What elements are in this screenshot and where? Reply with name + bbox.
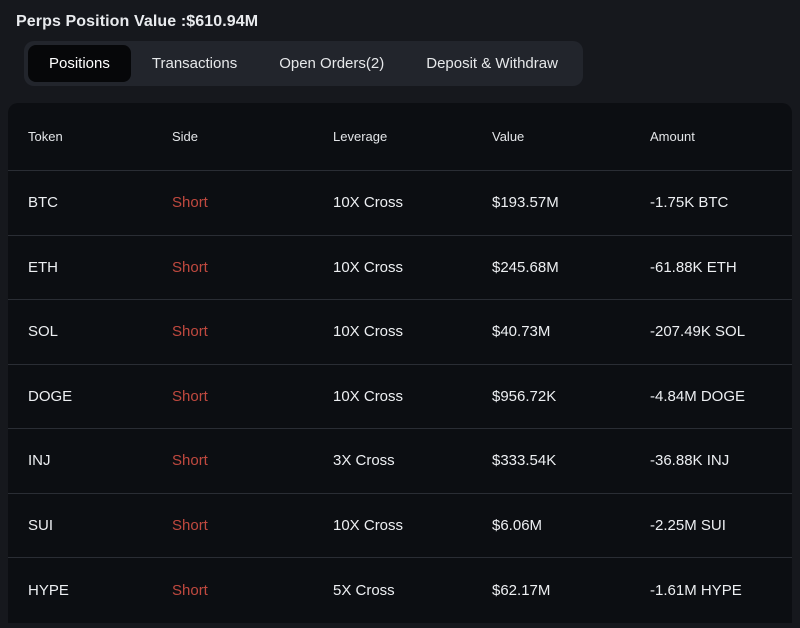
amount-cell: -1.61M HYPE: [650, 581, 742, 599]
table-row: INJ Short 3X Cross $333.54K -36.88K INJ: [8, 429, 792, 494]
token-cell: INJ: [28, 452, 51, 470]
leverage-cell: 5X Cross: [333, 581, 395, 599]
amount-cell: -36.88K INJ: [650, 452, 730, 470]
value-cell: $193.57M: [492, 194, 559, 212]
table-row: ETH Short 10X Cross $245.68M -61.88K ETH: [8, 236, 792, 300]
tab-open-orders[interactable]: Open Orders(2): [279, 55, 385, 72]
column-header-value: Value: [492, 129, 525, 144]
table-header-row: Token Side Leverage Value Amount: [8, 103, 792, 171]
column-header-leverage: Leverage: [333, 129, 388, 144]
amount-cell: -207.49K SOL: [650, 323, 746, 341]
table-row: SOL Short 10X Cross $40.73M -207.49K SOL: [8, 300, 792, 365]
token-cell: DOGE: [28, 387, 73, 405]
table-row: SUI Short 10X Cross $6.06M -2.25M SUI: [8, 494, 792, 558]
tab-deposit-withdraw[interactable]: Deposit & Withdraw: [426, 55, 558, 72]
value-cell: $6.06M: [492, 516, 543, 534]
table-row: BTC Short 10X Cross $193.57M -1.75K BTC: [8, 171, 792, 236]
positions-table: Token Side Leverage Value Amount BTC Sho…: [8, 103, 792, 623]
leverage-cell: 3X Cross: [333, 452, 395, 470]
side-cell: Short: [172, 194, 208, 212]
column-header-side: Side: [172, 129, 199, 144]
page-header: Perps Position Value :$610.94M: [0, 0, 800, 31]
amount-cell: -2.25M SUI: [650, 516, 726, 534]
leverage-cell: 10X Cross: [333, 387, 404, 405]
amount-cell: -61.88K ETH: [650, 258, 737, 276]
token-cell: SUI: [28, 516, 54, 534]
side-cell: Short: [172, 323, 208, 341]
side-cell: Short: [172, 581, 208, 599]
value-cell: $40.73M: [492, 323, 551, 341]
value-cell: $333.54K: [492, 452, 557, 470]
table-row: DOGE Short 10X Cross $956.72K -4.84M DOG…: [8, 365, 792, 429]
leverage-cell: 10X Cross: [333, 516, 404, 534]
side-cell: Short: [172, 452, 208, 470]
amount-cell: -4.84M DOGE: [650, 387, 746, 405]
leverage-cell: 10X Cross: [333, 194, 404, 212]
value-cell: $245.68M: [492, 258, 559, 276]
tab-bar: Positions Transactions Open Orders(2) De…: [24, 41, 583, 86]
table-body: BTC Short 10X Cross $193.57M -1.75K BTC …: [8, 171, 792, 623]
token-cell: SOL: [28, 323, 59, 341]
table-row: HYPE Short 5X Cross $62.17M -1.61M HYPE: [8, 558, 792, 623]
side-cell: Short: [172, 387, 208, 405]
leverage-cell: 10X Cross: [333, 323, 404, 341]
value-cell: $956.72K: [492, 387, 557, 405]
value-cell: $62.17M: [492, 581, 551, 599]
token-cell: BTC: [28, 194, 58, 212]
column-header-amount: Amount: [650, 129, 695, 144]
side-cell: Short: [172, 516, 208, 534]
token-cell: HYPE: [28, 581, 69, 599]
leverage-cell: 10X Cross: [333, 258, 404, 276]
side-cell: Short: [172, 258, 208, 276]
amount-cell: -1.75K BTC: [650, 194, 729, 212]
tab-transactions[interactable]: Transactions: [151, 55, 238, 72]
page-title: Perps Position Value :$610.94M: [16, 13, 259, 30]
token-cell: ETH: [28, 258, 58, 276]
tab-positions[interactable]: Positions: [28, 45, 131, 82]
column-header-token: Token: [28, 129, 63, 144]
